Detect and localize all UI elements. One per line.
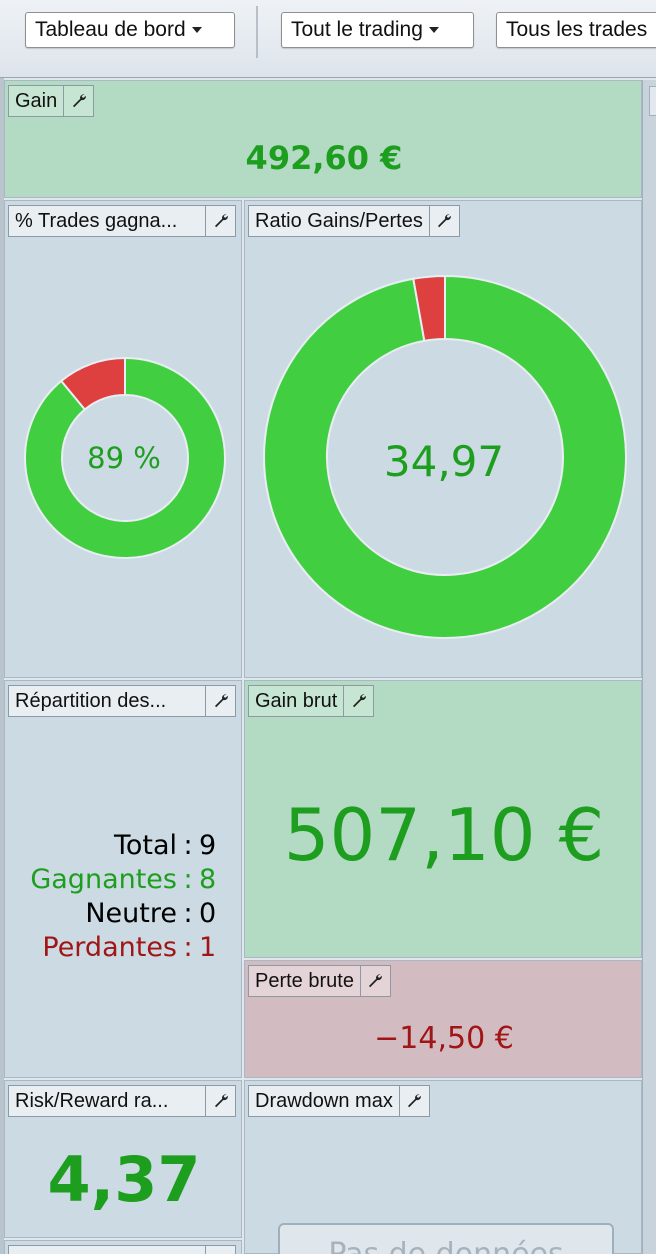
win-rate-title: % Trades gagna... <box>8 205 206 237</box>
trading-dropdown[interactable]: Tout le trading <box>281 12 474 48</box>
repartition-separator: : <box>183 898 193 929</box>
gain-header: Gain <box>8 85 95 117</box>
repartition-value: 8 <box>199 864 217 895</box>
wrench-icon[interactable] <box>429 205 460 237</box>
no-data-message: Pas de données <box>278 1223 614 1254</box>
trades-dropdown-label: Tous les trades <box>506 18 648 41</box>
gross-gain-value: 507,10 € <box>283 793 605 877</box>
next-panel-header <box>8 1245 206 1254</box>
ratio-value: 34,97 <box>383 437 505 486</box>
wrench-icon[interactable] <box>206 205 236 237</box>
toolbar-separator <box>256 6 258 58</box>
trades-dropdown[interactable]: Tous les trades <box>496 12 656 48</box>
adjacent-panel-edge <box>642 80 656 1254</box>
ratio-header: Ratio Gains/Pertes <box>248 205 460 237</box>
repartition-row-losing: Perdantes : 1 <box>5 931 243 965</box>
wrench-icon[interactable] <box>399 1085 430 1117</box>
repartition-row-total: Total : 9 <box>5 829 243 863</box>
repartition-row-neutral: Neutre : 0 <box>5 897 243 931</box>
ratio-loss-slice <box>412 275 446 342</box>
repartition-label: Total <box>113 830 177 861</box>
repartition-separator: : <box>183 932 193 963</box>
drawdown-title: Drawdown max <box>248 1085 400 1117</box>
ratio-title: Ratio Gains/Pertes <box>248 205 430 237</box>
gross-gain-title: Gain brut <box>248 685 345 717</box>
repartition-panel: Répartition des... Total : 9 Gagnantes :… <box>4 680 242 1078</box>
repartition-value: 9 <box>199 830 217 861</box>
gross-loss-panel: Perte brute −14,50 € <box>244 960 642 1078</box>
repartition-label: Gagnantes <box>30 864 177 895</box>
repartition-header: Répartition des... <box>8 685 236 717</box>
drawdown-header: Drawdown max <box>248 1085 430 1117</box>
gain-panel: Gain 492,60 € <box>4 80 642 198</box>
repartition-value: 1 <box>199 932 217 963</box>
dashboard-dropdown[interactable]: Tableau de bord <box>25 12 235 48</box>
repartition-list: Total : 9 Gagnantes : 8 Neutre : 0 Perda… <box>5 829 243 965</box>
gross-loss-title: Perte brute <box>248 965 361 997</box>
wrench-icon[interactable] <box>206 1085 236 1117</box>
ratio-panel: Ratio Gains/Pertes 34,97 <box>244 200 642 678</box>
toolbar: Tableau de bord Tout le trading Tous les… <box>0 0 656 78</box>
repartition-separator: : <box>183 864 193 895</box>
repartition-value: 0 <box>199 898 217 929</box>
gross-loss-header: Perte brute <box>248 965 391 997</box>
wrench-icon[interactable] <box>206 1245 236 1254</box>
chevron-down-icon <box>191 27 202 33</box>
risk-reward-value: 4,37 <box>47 1143 201 1216</box>
gain-title: Gain <box>8 85 65 117</box>
win-rate-loss-slice <box>59 356 126 411</box>
win-rate-header: % Trades gagna... <box>8 205 236 237</box>
wrench-icon[interactable] <box>64 85 95 117</box>
dashboard-dropdown-label: Tableau de bord <box>35 18 186 41</box>
win-rate-donut <box>24 356 226 559</box>
ratio-donut <box>263 275 627 639</box>
drawdown-panel: Drawdown max Pas de données <box>244 1080 642 1254</box>
gross-loss-value: −14,50 € <box>374 1021 514 1056</box>
win-rate-value: 89 % <box>87 441 161 475</box>
risk-reward-panel: Risk/Reward ra... 4,37 <box>4 1080 242 1238</box>
win-rate-panel: % Trades gagna... 89 % <box>4 200 242 678</box>
trading-dropdown-label: Tout le trading <box>291 18 423 41</box>
risk-reward-header: Risk/Reward ra... <box>8 1085 236 1117</box>
next-panel <box>4 1240 242 1254</box>
win-rate-win-slice <box>24 356 226 559</box>
repartition-label: Neutre <box>85 898 177 929</box>
wrench-icon[interactable] <box>344 685 375 717</box>
repartition-row-winning: Gagnantes : 8 <box>5 863 243 897</box>
gross-gain-header: Gain brut <box>248 685 375 717</box>
left-edge <box>0 78 4 1254</box>
chevron-down-icon <box>428 27 439 33</box>
wrench-icon[interactable] <box>360 965 391 997</box>
ratio-win-slice <box>263 275 627 639</box>
gross-gain-panel: Gain brut 507,10 € <box>244 680 642 958</box>
repartition-label: Perdantes <box>42 932 177 963</box>
repartition-separator: : <box>183 830 193 861</box>
wrench-icon[interactable] <box>206 685 236 717</box>
adjacent-panel-header <box>649 86 656 116</box>
gain-value: 492,60 € <box>245 139 403 177</box>
risk-reward-title: Risk/Reward ra... <box>8 1085 206 1117</box>
repartition-title: Répartition des... <box>8 685 206 717</box>
